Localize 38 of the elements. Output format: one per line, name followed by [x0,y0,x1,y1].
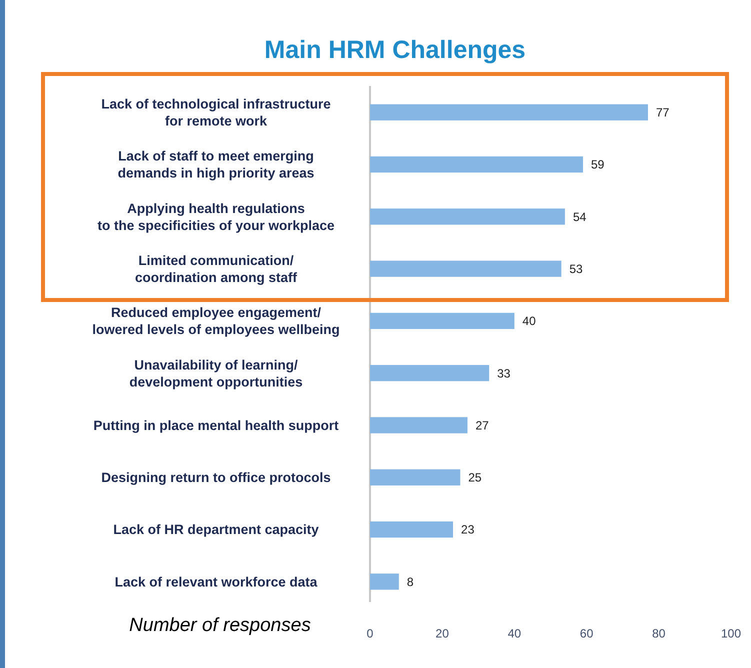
chart-title: Main HRM Challenges [264,36,526,64]
data-label: 23 [461,522,475,537]
x-tick-label: 0 [366,626,374,641]
x-tick-label: 20 [436,626,450,641]
x-tick-label: 40 [508,626,522,641]
data-label: 59 [590,158,605,172]
data-label: 77 [656,106,670,120]
data-label: 33 [497,366,511,380]
bar [370,574,399,590]
data-label: 40 [522,314,536,328]
bar [370,417,468,434]
bar [370,312,514,330]
bar [370,156,583,173]
y-tick-label: Lack of HR department capacity [113,522,320,538]
y-tick-label: Reduced employee engagement/ lowered levels of employees wellbeing [92,305,340,338]
bar [370,260,562,277]
y-tick-label: Limited communication/ coordination among staff [135,253,298,286]
x-tick-label: 80 [652,626,666,641]
x-tick-label: 100 [720,626,742,641]
y-tick-label: Unavailability of learning/ development opportunities [129,357,303,390]
data-label: 8 [406,574,414,589]
data-label: 54 [572,210,587,224]
bar [370,208,565,225]
y-tick-label: Applying health regulations to the specificities of your workplace [97,200,336,233]
x-axis-title: Number of responses [129,615,312,636]
bar [370,364,490,382]
y-tick-label: Lack of staff to meet emerging demands in high priority areas [118,148,314,181]
bar [370,469,460,486]
data-label: 25 [468,470,482,485]
data-label: 53 [569,262,584,276]
y-tick-label: Lack of relevant workforce data [114,574,318,590]
x-tick-label: 60 [580,626,594,641]
y-tick-label: Putting in place mental health support [93,418,340,433]
bar [370,521,454,538]
y-tick-label: Designing return to office protocols [101,470,331,486]
bar [370,104,648,120]
y-tick-label: Lack of technological infrastructure for remote work [101,96,332,129]
data-label: 27 [475,418,490,432]
